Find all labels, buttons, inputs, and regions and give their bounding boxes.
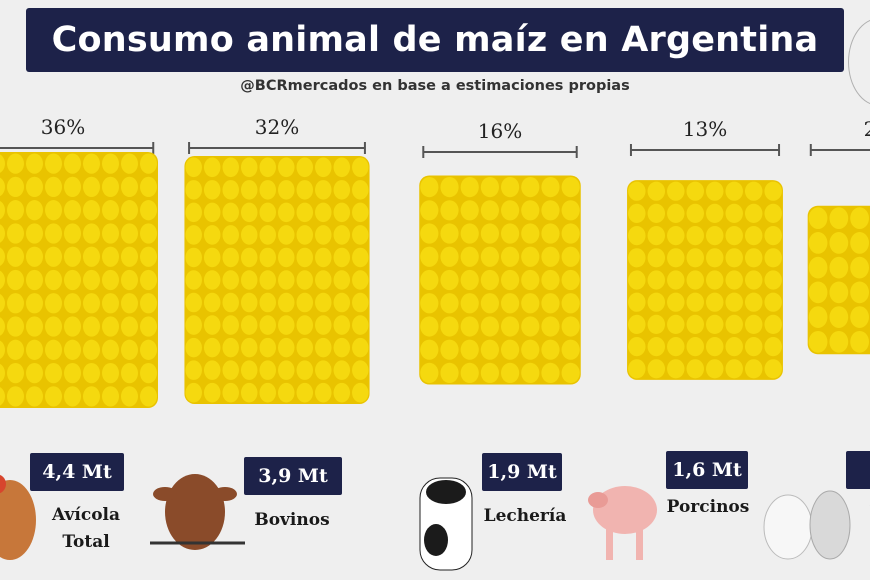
category-label: C bbox=[856, 494, 870, 521]
category-label: Porcinos bbox=[666, 497, 750, 517]
corn-bar bbox=[0, 152, 158, 408]
value-label: 0 bbox=[846, 451, 870, 489]
value-label: 3,9 Mt bbox=[244, 457, 342, 495]
value-label: 1,6 Mt bbox=[666, 451, 748, 489]
percent-label: 13% bbox=[683, 117, 727, 141]
percent-label: 32% bbox=[255, 115, 299, 139]
category-label: Avícola Total bbox=[52, 505, 120, 552]
bracket bbox=[0, 142, 155, 154]
bracket bbox=[629, 144, 781, 156]
bracket bbox=[188, 142, 366, 154]
category-label: Bovinos bbox=[254, 510, 330, 530]
cow-icon bbox=[150, 474, 245, 550]
value-label: 4,4 Mt bbox=[30, 453, 124, 491]
corn-bar bbox=[807, 205, 870, 355]
page-subtitle: @BCRmercados en base a estimaciones prop… bbox=[240, 78, 630, 94]
corn-bar bbox=[419, 175, 581, 385]
bracket bbox=[422, 146, 578, 158]
category-label: Lechería bbox=[483, 506, 567, 526]
percent-label: 16% bbox=[478, 119, 522, 143]
hen-icon bbox=[0, 474, 36, 560]
page-title: Consumo animal de maíz en Argentina bbox=[51, 20, 819, 60]
dairy-cow-icon bbox=[419, 477, 473, 571]
percent-label: 2 bbox=[864, 117, 870, 141]
value-label: 1,9 Mt bbox=[482, 453, 562, 491]
pets-icon bbox=[763, 490, 851, 560]
bracket bbox=[809, 144, 870, 156]
corn-bar bbox=[184, 156, 370, 404]
pig-icon bbox=[588, 486, 657, 560]
percent-label: 36% bbox=[41, 115, 85, 139]
corn-bar bbox=[627, 180, 783, 380]
title-banner: Consumo animal de maíz en Argentina bbox=[26, 8, 844, 72]
